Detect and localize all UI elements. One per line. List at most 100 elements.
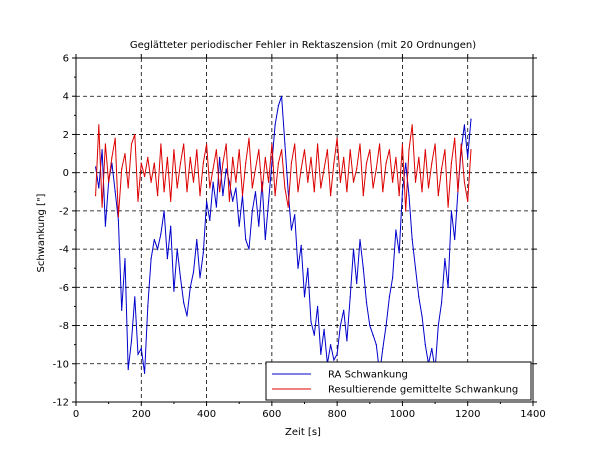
y-tick-label: 2	[63, 130, 69, 141]
data-point	[303, 149, 306, 151]
data-point	[271, 143, 273, 145]
data-point	[202, 162, 204, 164]
legend-entry: Resultierende gemittelte Schwankung	[328, 385, 518, 396]
data-point	[264, 238, 266, 241]
data-point	[189, 156, 191, 158]
data-point	[362, 195, 364, 197]
data-point	[421, 191, 423, 193]
data-point	[359, 143, 361, 145]
data-point	[352, 248, 355, 250]
data-point	[199, 277, 201, 279]
data-point	[222, 162, 224, 164]
data-point	[470, 118, 472, 120]
data-point	[307, 267, 309, 269]
data-point	[382, 347, 384, 350]
data-point	[444, 149, 446, 151]
data-point	[392, 181, 394, 183]
data-point	[398, 252, 400, 254]
data-point	[183, 302, 185, 304]
data-point	[219, 191, 221, 193]
data-point	[192, 181, 195, 183]
data-point	[405, 210, 407, 212]
data-point	[176, 248, 178, 250]
y-tick-label: 6	[63, 54, 69, 65]
data-point	[467, 200, 469, 202]
data-point	[375, 344, 377, 346]
data-point	[238, 225, 240, 227]
data-point	[434, 143, 436, 145]
data-point	[349, 149, 351, 151]
data-point	[251, 210, 253, 212]
data-point	[369, 149, 371, 151]
grid	[76, 58, 533, 402]
data-point	[98, 124, 100, 126]
data-point	[323, 168, 325, 170]
data-point	[346, 191, 348, 193]
data-point	[124, 258, 126, 260]
data-point	[281, 95, 283, 97]
legend-entry: RA Schwankung	[328, 370, 408, 381]
data-point	[160, 233, 162, 235]
data-point	[160, 143, 162, 145]
data-point	[215, 149, 217, 151]
data-point	[467, 156, 469, 158]
data-point	[454, 137, 456, 139]
data-point	[150, 258, 152, 260]
data-point	[414, 267, 417, 269]
data-point	[267, 181, 270, 183]
data-point	[281, 149, 283, 151]
data-point	[365, 302, 368, 304]
data-point	[248, 248, 250, 250]
data-point	[153, 162, 155, 164]
data-point	[313, 191, 315, 193]
data-point	[369, 324, 371, 327]
data-point	[385, 162, 387, 164]
data-point	[388, 296, 390, 298]
data-point	[153, 238, 155, 241]
data-point	[232, 156, 234, 158]
y-tick-label: -2	[59, 206, 69, 217]
data-point	[362, 267, 364, 269]
data-point	[284, 143, 286, 145]
data-point	[134, 296, 136, 298]
data-point	[320, 353, 322, 355]
data-point	[212, 168, 214, 170]
x-tick-label: 1000	[390, 409, 415, 420]
data-point	[261, 191, 263, 193]
x-tick-label: 800	[328, 409, 347, 420]
data-point	[303, 296, 306, 298]
data-point	[395, 156, 397, 158]
data-point	[140, 347, 142, 350]
data-point	[444, 258, 446, 260]
data-point	[408, 195, 410, 197]
data-point	[294, 214, 296, 216]
data-point	[447, 286, 449, 288]
data-point	[388, 149, 390, 151]
data-point	[447, 206, 449, 208]
data-point	[431, 162, 433, 164]
data-point	[137, 353, 139, 355]
data-point	[267, 200, 270, 202]
data-point	[454, 238, 456, 241]
data-point	[205, 143, 208, 145]
data-point	[254, 168, 257, 170]
chart-title: Geglätteter periodischer Fehler in Rekta…	[130, 40, 476, 51]
data-point	[336, 137, 338, 139]
data-point	[173, 149, 175, 151]
data-point	[441, 302, 443, 304]
data-point	[333, 359, 335, 361]
data-point	[101, 206, 103, 208]
data-point	[343, 309, 345, 311]
data-point	[163, 210, 165, 212]
data-point	[258, 225, 260, 227]
data-point	[395, 229, 397, 231]
data-point	[287, 191, 289, 193]
y-tick-label: -4	[59, 245, 69, 256]
data-point	[271, 162, 273, 164]
data-point	[170, 225, 172, 227]
data-point	[241, 195, 244, 197]
ticks: 0 200 400 600 800 1000 1200 1400 -12 -10 -8 -6 -4 -2 0…	[53, 54, 546, 421]
data-point	[143, 175, 146, 178]
data-point	[320, 187, 322, 189]
